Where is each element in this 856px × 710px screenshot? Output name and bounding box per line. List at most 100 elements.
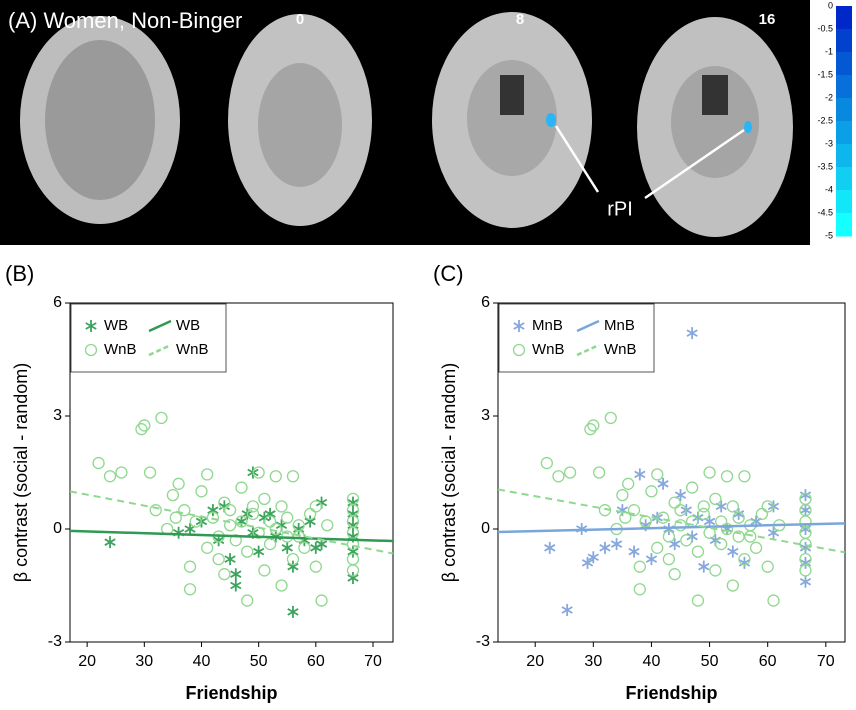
star-marker xyxy=(347,519,359,532)
circle-marker xyxy=(656,511,670,524)
star-marker xyxy=(610,538,623,551)
circle-marker xyxy=(201,541,214,554)
legend-label: MnB xyxy=(532,317,563,334)
ventricle xyxy=(500,75,524,115)
circle-marker xyxy=(258,564,271,577)
star-marker xyxy=(799,575,812,588)
star-marker xyxy=(561,603,573,616)
circle-marker xyxy=(732,511,745,524)
fit-line xyxy=(497,522,846,534)
circle-marker xyxy=(540,456,553,470)
star-marker xyxy=(674,489,687,502)
legend-box xyxy=(498,303,655,373)
star-marker xyxy=(634,468,646,481)
star-marker xyxy=(224,553,236,566)
activation-blob xyxy=(744,121,752,133)
chart: (C) -3 0 3 6 20 30 40 50 60 70 Friendship β contrast… xyxy=(433,261,846,703)
colorbar-tick-label: 0 xyxy=(828,0,833,10)
circle-marker xyxy=(651,541,664,554)
circle-marker xyxy=(309,560,322,573)
star-marker xyxy=(657,477,669,490)
colorbar-swatch xyxy=(836,98,852,122)
colorbar-swatch xyxy=(836,75,852,99)
star-marker xyxy=(207,504,219,517)
y-tick-label: 0 xyxy=(481,520,490,537)
y-tick-label: 3 xyxy=(481,407,490,424)
star-marker xyxy=(799,556,812,569)
x-tick-label: 40 xyxy=(643,653,661,670)
circle-marker xyxy=(685,481,699,494)
star-marker xyxy=(767,526,780,539)
chart: (B) -3 0 3 6 20 30 40 50 60 70 Friendship β contrast… xyxy=(5,261,394,703)
legend-label: WnB xyxy=(104,341,137,358)
legend-label: WB xyxy=(176,317,200,334)
colorbar-swatch xyxy=(836,29,852,53)
y-axis-label: β contrast (social - random) xyxy=(439,363,459,582)
x-tick-label: 20 xyxy=(526,653,544,670)
star-marker xyxy=(686,327,698,340)
y-axis-label: β contrast (social - random) xyxy=(11,363,31,582)
x-tick-label: 30 xyxy=(135,653,153,670)
circle-marker xyxy=(183,583,197,596)
star-marker xyxy=(698,560,710,573)
circle-marker xyxy=(269,470,282,483)
circle-marker xyxy=(720,470,734,483)
plot-frame xyxy=(497,302,846,643)
brain-slice xyxy=(45,40,155,200)
slice-label: 16 xyxy=(759,11,776,28)
brain-slice xyxy=(671,66,759,178)
circle-marker xyxy=(761,500,774,513)
brain-slice xyxy=(467,60,557,176)
circle-marker xyxy=(223,504,237,517)
colorbar-tick-label: -0.5 xyxy=(817,23,833,33)
pointer-line xyxy=(554,125,600,193)
circle-marker xyxy=(622,477,635,490)
circle-marker xyxy=(275,579,288,592)
colorbar: 0 -0.5 -1 -1.5 -2 -2.5 -3 -3.5 -4 -4.5 -5 xyxy=(817,0,852,240)
circle-marker xyxy=(246,500,260,513)
circle-marker xyxy=(674,519,687,532)
circle-marker xyxy=(258,492,271,506)
circle-marker xyxy=(321,519,334,532)
circle-marker xyxy=(674,504,687,517)
slice-label: 0 xyxy=(296,11,304,28)
colorbar-swatch xyxy=(836,213,852,237)
brain-slice xyxy=(258,63,342,187)
star-marker xyxy=(230,568,242,581)
panel-a: (A) Women, Non-Binger 0 8 16 rPI xyxy=(0,0,854,245)
colorbar-tick-label: -4.5 xyxy=(817,207,833,217)
circle-marker xyxy=(691,594,705,607)
colorbar-tick-label: -4 xyxy=(825,184,833,194)
star-marker xyxy=(287,560,299,573)
star-marker xyxy=(253,545,265,558)
colorbar-tick-label: -2.5 xyxy=(817,115,833,125)
star-marker xyxy=(347,571,359,584)
star-marker xyxy=(184,523,196,535)
y-tick-label: -3 xyxy=(476,633,490,650)
circle-marker xyxy=(241,545,254,558)
circle-marker xyxy=(281,511,294,524)
star-marker xyxy=(581,556,594,569)
circle-marker xyxy=(84,343,98,357)
star-marker xyxy=(264,507,276,520)
star-marker xyxy=(645,553,658,566)
circle-marker xyxy=(563,466,577,479)
x-axis-label: Friendship xyxy=(625,683,717,703)
circle-marker xyxy=(201,468,214,481)
star-marker xyxy=(715,500,727,513)
legend-label: WnB xyxy=(176,341,209,358)
pointer-line xyxy=(644,128,745,200)
circle-marker xyxy=(143,466,157,479)
x-tick-label: 30 xyxy=(584,653,602,670)
fit-line xyxy=(497,488,846,554)
circle-marker xyxy=(206,511,220,524)
star-marker xyxy=(513,320,525,332)
star-marker xyxy=(599,541,611,554)
circle-marker xyxy=(749,541,763,554)
circle-marker xyxy=(616,488,629,502)
circle-marker xyxy=(738,552,751,566)
colorbar-swatch xyxy=(836,121,852,145)
circle-marker xyxy=(92,456,105,470)
circle-marker xyxy=(189,515,202,528)
